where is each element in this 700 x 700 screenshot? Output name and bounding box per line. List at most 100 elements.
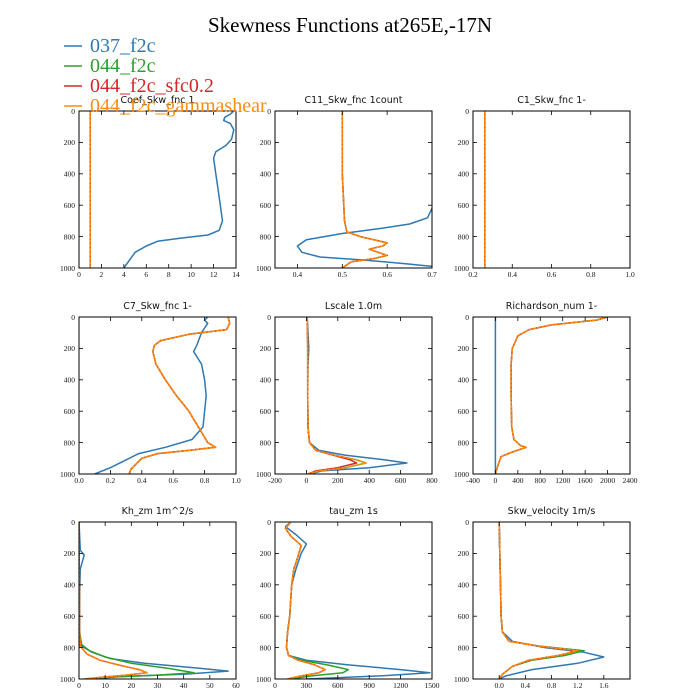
y-tick-label: 600 <box>64 612 76 621</box>
x-tick-label: 600 <box>395 476 407 485</box>
x-tick-label: 40 <box>180 681 188 690</box>
y-tick-label: 800 <box>260 438 272 447</box>
y-tick-label: 200 <box>260 344 272 353</box>
y-tick-label: 0 <box>71 313 75 322</box>
panel-title: Skw_velocity 1m/s <box>508 506 596 517</box>
series-line-4 <box>306 317 367 474</box>
x-tick-label: 1.0 <box>625 270 635 279</box>
x-tick-label: 1600 <box>578 476 593 485</box>
legend-entry: 044_f2c_sfc0.2 <box>64 75 214 97</box>
legend-label: 037_f2c <box>90 35 156 57</box>
y-tick-label: 400 <box>64 376 76 385</box>
x-tick-label: 60 <box>232 681 240 690</box>
y-tick-label: 600 <box>458 612 470 621</box>
y-tick-label: 400 <box>458 376 470 385</box>
plot-frame <box>472 316 631 475</box>
y-tick-label: 0 <box>267 313 271 322</box>
y-tick-label: 0 <box>71 518 75 527</box>
y-tick-label: 400 <box>64 581 76 590</box>
panel-title: C7_Skw_fnc 1- <box>123 301 192 312</box>
x-tick-label: 0.6 <box>382 270 392 279</box>
x-tick-label: 0.0 <box>494 681 504 690</box>
y-tick-label: 600 <box>64 407 76 416</box>
x-tick-label: 0.4 <box>293 270 303 279</box>
x-tick-label: 0.8 <box>200 476 210 485</box>
panel-title: Coef_Skw_fnc 1 <box>120 95 194 106</box>
y-tick-label: 400 <box>260 170 272 179</box>
y-tick-label: 400 <box>458 581 470 590</box>
x-tick-label: 0.5 <box>338 270 348 279</box>
x-tick-label: 4 <box>122 270 126 279</box>
x-tick-label: 0.4 <box>508 270 518 279</box>
series-line-4 <box>498 522 579 679</box>
y-tick-label: 0 <box>465 107 469 116</box>
x-tick-label: -400 <box>466 476 480 485</box>
y-tick-label: 1000 <box>256 470 271 479</box>
y-tick-label: 1000 <box>256 264 271 273</box>
x-tick-label: 0.6 <box>169 476 179 485</box>
series-line-4 <box>128 317 231 474</box>
panel-5: -200 0 200 400 600 800 0 200 400 600 800 1000 Lscale… <box>256 301 438 485</box>
x-tick-label: 0.0 <box>74 476 84 485</box>
y-tick-label: 400 <box>260 581 272 590</box>
y-tick-label: 200 <box>260 138 272 147</box>
x-tick-label: 400 <box>364 476 376 485</box>
y-tick-label: 1000 <box>60 264 75 273</box>
series-line-1 <box>123 111 235 268</box>
legend-entry: 037_f2c <box>64 35 156 57</box>
legend-entry: 044_f2c <box>64 55 156 77</box>
series-group <box>284 522 431 679</box>
x-tick-label: 14 <box>232 270 240 279</box>
panel-9: 0.0 0.4 0.8 1.2 1.6 0 200 400 600 800 1000 Skw_velo… <box>454 506 631 690</box>
y-tick-label: 600 <box>64 201 76 210</box>
y-tick-label: 0 <box>71 107 75 116</box>
panel-4: 0.0 0.2 0.4 0.6 0.8 1.0 0 200 400 600 800 1000 C7_Sk… <box>60 301 241 485</box>
x-tick-label: 800 <box>426 476 438 485</box>
x-tick-label: 2400 <box>623 476 638 485</box>
x-tick-label: 300 <box>301 681 313 690</box>
y-tick-label: 1000 <box>256 675 271 684</box>
x-tick-label: 0 <box>305 476 309 485</box>
plot-frame <box>78 316 237 475</box>
x-tick-label: 1500 <box>425 681 440 690</box>
x-tick-label: 6 <box>144 270 148 279</box>
y-tick-label: 800 <box>458 643 470 652</box>
x-tick-label: 0.8 <box>586 270 596 279</box>
y-tick-label: 600 <box>260 201 272 210</box>
y-tick-label: 1000 <box>454 264 469 273</box>
x-tick-label: 0.7 <box>427 270 437 279</box>
y-tick-label: 800 <box>64 232 76 241</box>
y-tick-label: 200 <box>458 549 470 558</box>
series-group <box>494 317 609 474</box>
x-tick-label: 1200 <box>393 681 408 690</box>
x-tick-label: 1.6 <box>599 681 609 690</box>
y-tick-label: 200 <box>458 344 470 353</box>
x-tick-label: 50 <box>206 681 214 690</box>
y-tick-label: 200 <box>458 138 470 147</box>
panel-1: 0 2 4 6 8 10 12 14 0 200 400 600 800 1000 Coef_Skw_fnc… <box>60 95 240 279</box>
x-tick-label: 0 <box>273 681 277 690</box>
y-tick-label: 1000 <box>60 470 75 479</box>
series-line-4 <box>494 317 609 474</box>
x-tick-label: 0.4 <box>521 681 531 690</box>
x-tick-label: 400 <box>512 476 524 485</box>
x-tick-label: 0.6 <box>547 270 557 279</box>
y-tick-label: 800 <box>260 643 272 652</box>
y-tick-label: 200 <box>64 549 76 558</box>
x-tick-label: 8 <box>167 270 171 279</box>
series-group <box>93 317 231 474</box>
y-tick-label: 200 <box>64 138 76 147</box>
x-tick-label: 0 <box>494 476 498 485</box>
x-tick-label: 0 <box>77 681 81 690</box>
panel-6: -400 0 400 800 1200 1600 2000 2400 0 200 400 600 800… <box>454 301 638 485</box>
x-tick-label: 30 <box>154 681 162 690</box>
y-tick-label: 0 <box>465 518 469 527</box>
legend-label: 044_f2c_sfc0.2 <box>90 75 214 97</box>
y-tick-label: 0 <box>267 107 271 116</box>
panel-grid: 0 2 4 6 8 10 12 1402004006008001000Coef_Skw_fnc… <box>60 95 638 690</box>
y-tick-label: 600 <box>260 407 272 416</box>
legend-label: 044_f2c <box>90 55 156 77</box>
y-tick-label: 0 <box>465 313 469 322</box>
